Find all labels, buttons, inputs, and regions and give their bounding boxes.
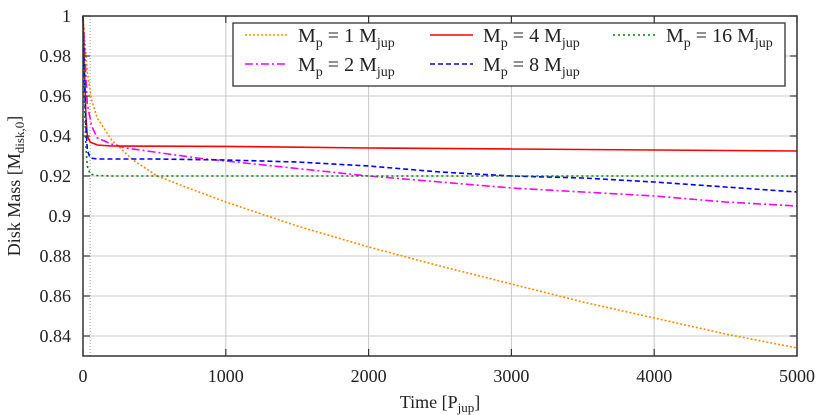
series-line-5: [82, 15, 797, 177]
x-tick-label: 5000: [779, 366, 815, 386]
series-line-1: [82, 15, 798, 349]
x-tick-label: 4000: [636, 366, 672, 386]
y-tick-label: 0.86: [40, 286, 72, 306]
legend-box: [232, 22, 786, 87]
legend-label-2: Mp = 2 Mjup: [298, 54, 395, 80]
x-tick-label: 3000: [493, 366, 529, 386]
series-line-4: [82, 15, 798, 193]
legend-label-5: Mp = 16 Mjup: [666, 25, 773, 51]
grid: [83, 16, 797, 356]
x-tick-label: 1000: [208, 366, 244, 386]
x-tick-label: 0: [79, 366, 88, 386]
legend: Mp = 1 Mjup Mp = 2 Mjup Mp = 4 Mjup Mp = 8 …: [232, 22, 786, 87]
y-tick-label: 0.98: [40, 46, 72, 66]
series-line-2: [82, 15, 798, 207]
x-tick-label: 2000: [351, 366, 387, 386]
legend-label-1: Mp = 1 Mjup: [298, 25, 395, 51]
x-axis-label: Time [Pjup]: [400, 392, 480, 415]
y-tick-label: 0.9: [49, 206, 72, 226]
y-tick-label: 0.96: [40, 86, 72, 106]
y-tick-label: 0.94: [40, 126, 72, 146]
y-tick-label: 0.88: [40, 246, 72, 266]
legend-label-3: Mp = 4 Mjup: [483, 25, 580, 51]
y-tick-label: 0.84: [40, 326, 72, 346]
axes: [82, 15, 798, 357]
series-lines: [82, 15, 798, 349]
plot-frame: [82, 15, 798, 357]
tick-labels: 0 1000 2000 3000 4000 5000 0.84 0.86 0.88 0.9 0.92…: [40, 6, 816, 386]
y-tick-label: 0.92: [40, 166, 72, 186]
y-tick-label: 1: [62, 6, 71, 26]
y-axis-label: Disk Mass [Mdisk,0]: [4, 116, 27, 256]
legend-label-4: Mp = 8 Mjup: [483, 54, 580, 80]
